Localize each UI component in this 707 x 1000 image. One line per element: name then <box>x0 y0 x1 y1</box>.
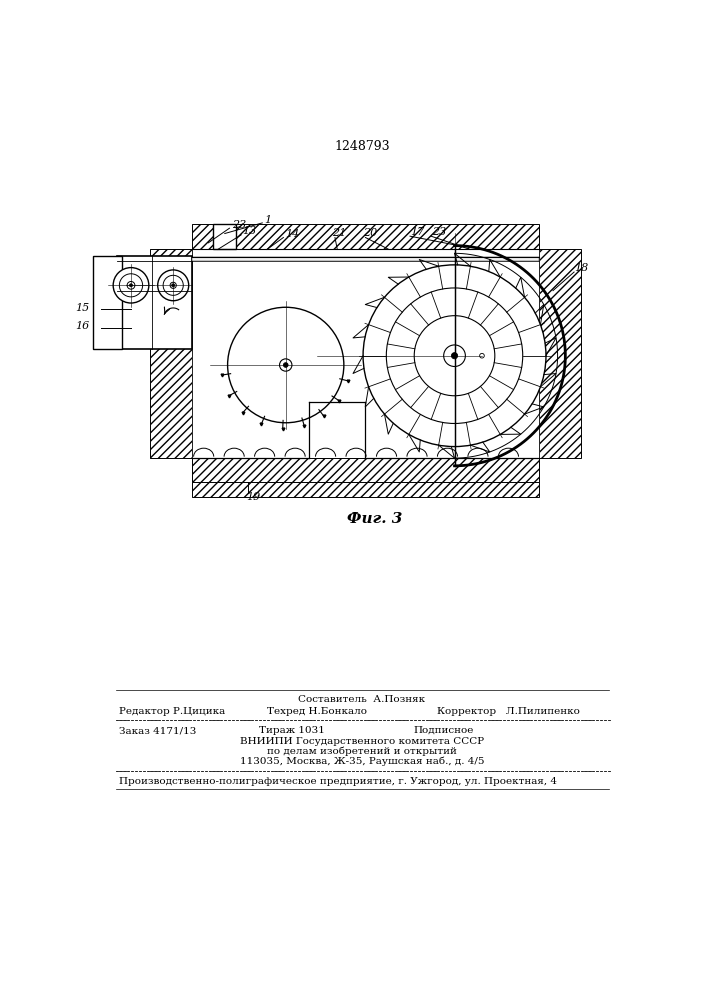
Circle shape <box>113 268 149 303</box>
Circle shape <box>228 307 344 423</box>
Bar <box>93 256 122 349</box>
Text: Корректор   Л.Пилипенко: Корректор Л.Пилипенко <box>437 707 580 716</box>
Text: 20: 20 <box>363 228 378 238</box>
Text: 1248793: 1248793 <box>334 140 390 153</box>
Circle shape <box>119 274 143 297</box>
Text: 14: 14 <box>285 229 299 239</box>
Circle shape <box>163 275 183 295</box>
Bar <box>192 249 539 458</box>
Bar <box>192 224 539 249</box>
Bar <box>117 256 192 349</box>
Bar <box>213 224 237 249</box>
Bar <box>213 224 237 249</box>
Text: Фиг. 3: Фиг. 3 <box>347 512 402 526</box>
Text: Техред Н.Бонкало: Техред Н.Бонкало <box>267 707 367 716</box>
Circle shape <box>414 316 495 396</box>
Bar <box>192 458 539 482</box>
Bar <box>192 458 539 482</box>
Circle shape <box>158 270 189 301</box>
Text: 18: 18 <box>574 263 588 273</box>
Circle shape <box>170 282 176 288</box>
Text: 17: 17 <box>410 227 424 237</box>
Circle shape <box>444 345 465 366</box>
Text: 113035, Москва, Ж-35, Раушская наб., д. 4/5: 113035, Москва, Ж-35, Раушская наб., д. … <box>240 757 484 766</box>
Text: Заказ 4171/13: Заказ 4171/13 <box>119 726 197 735</box>
Text: 23: 23 <box>433 227 447 237</box>
Text: 1: 1 <box>264 215 271 225</box>
Bar <box>93 256 122 349</box>
Circle shape <box>363 265 546 447</box>
Circle shape <box>172 284 175 287</box>
Bar <box>192 482 539 497</box>
Text: Составитель  А.Позняк: Составитель А.Позняк <box>298 695 426 704</box>
Text: 15: 15 <box>75 303 89 313</box>
Circle shape <box>452 353 457 359</box>
Circle shape <box>479 353 484 358</box>
Text: ВНИИПИ Государственного комитета СССР: ВНИИПИ Государственного комитета СССР <box>240 737 484 746</box>
Text: 13: 13 <box>243 226 257 236</box>
Bar <box>539 249 581 458</box>
Text: по делам изобретений и открытий: по делам изобретений и открытий <box>267 747 457 756</box>
Text: Производственно-полиграфическое предприятие, г. Ужгород, ул. Проектная, 4: Производственно-полиграфическое предприя… <box>119 777 557 786</box>
Text: Подписное: Подписное <box>414 726 474 735</box>
Text: 21: 21 <box>332 228 346 238</box>
Bar <box>192 257 539 261</box>
Text: Редактор Р.Цицика: Редактор Р.Цицика <box>119 707 226 716</box>
Text: Тираж 1031: Тираж 1031 <box>259 726 325 735</box>
Text: 23: 23 <box>232 220 246 230</box>
Circle shape <box>127 281 135 289</box>
Circle shape <box>279 359 292 371</box>
Text: 19: 19 <box>246 492 260 502</box>
Circle shape <box>386 288 522 423</box>
Text: 16: 16 <box>75 321 89 331</box>
Bar <box>150 249 192 458</box>
Circle shape <box>129 284 132 287</box>
Circle shape <box>284 363 288 367</box>
